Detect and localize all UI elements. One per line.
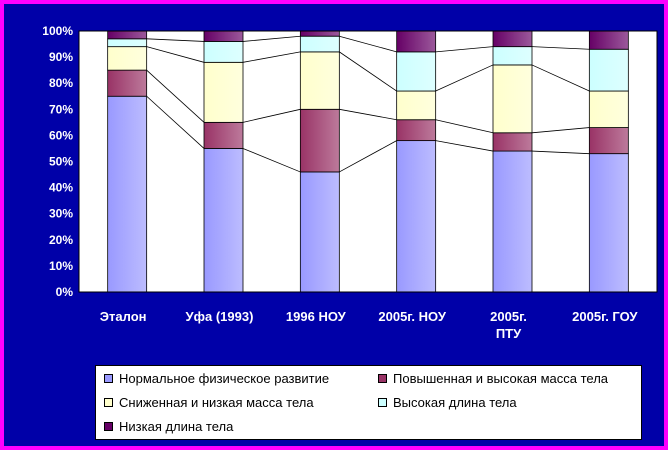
legend-swatch [104,422,113,431]
stacked-bar-chart: 0% 10% 20% 30% 40% 50% 60% 70% 80% 90% 100% Эталон У… [42,24,658,341]
bar-segment [203,41,244,63]
series-line [242,148,301,173]
legend-label: Сниженная и низкая масса тела [119,395,314,410]
bar-segment [203,148,244,293]
bar-segment [588,30,629,50]
y-tick-label: 90% [49,50,73,64]
bar-segment [396,30,437,53]
legend-swatch [378,374,387,383]
series-line [339,140,397,173]
bar-segment [396,51,437,92]
y-tick-label: 40% [49,181,73,195]
series-line [531,46,590,50]
y-tick-label: 20% [49,233,73,247]
legend-swatch [378,398,387,407]
y-tick-label: 30% [49,207,73,221]
legend-item: Нормальное физическое развитие [104,371,329,386]
y-tick-label: 10% [49,259,73,273]
bar-segment [299,30,340,37]
series-line [435,119,494,134]
x-category-label: 2005г. ПТУ [490,309,527,341]
chart-frame: 0% 10% 20% 30% 40% 50% 60% 70% 80% 90% 100% Эталон У… [4,4,664,446]
legend-item: Повышенная и высокая масса тела [378,371,608,386]
series-line [531,64,590,92]
bar-segment [492,150,533,293]
x-category-label: 1996 НОУ [286,309,347,324]
bar-segment [299,171,340,293]
series-line [435,46,494,53]
y-tick-label: 100% [42,24,73,38]
series-line [531,150,590,155]
x-category-label: 2005г. ГОУ [572,309,638,324]
bar-segment [107,95,148,293]
series-line [339,51,397,92]
bar-segment [588,90,629,128]
y-tick-label: 70% [49,102,73,116]
bar-segment [492,64,533,134]
series-line [242,108,301,123]
series-line [146,95,205,149]
bar-segment [492,46,533,66]
legend-label: Низкая длина тела [119,419,234,434]
legend-label: Высокая длина тела [393,395,517,410]
plot-border [78,30,658,293]
plot-area [79,31,657,292]
bar-segment [203,61,244,123]
series-line [531,127,590,134]
series-line [146,69,205,123]
series-line [339,35,397,53]
bar-segment [107,30,148,40]
bar-segment [396,90,437,121]
legend-swatch [104,398,113,407]
bar-segment [588,48,629,92]
x-category-label: Уфа (1993) [186,309,254,324]
bar-segment [107,46,148,71]
bar-segment [107,38,148,48]
legend-item: Сниженная и низкая масса тела [104,395,314,410]
bar-segment [107,69,148,97]
series-line [435,140,494,152]
legend-label: Нормальное физическое развитие [119,371,330,386]
y-tick-label: 80% [49,76,73,90]
x-category-label: 2005г. НОУ [378,309,446,324]
bar-segment [492,132,533,152]
bar-segment [299,35,340,53]
bar-segment [396,140,437,293]
legend-item: Низкая длина тела [104,419,233,434]
bar-segment [588,153,629,293]
x-category-label: Эталон [100,309,147,324]
chart-legend: Нормальное физическое развитие Повышенная… [95,365,642,440]
series-line [242,35,301,42]
y-tick-label: 0% [56,285,74,299]
legend-item: Высокая длина тела [378,395,517,410]
bar-segment [299,51,340,110]
bar-segment [299,108,340,173]
legend-label: Повышенная и высокая масса тела [393,371,609,386]
y-tick-label: 50% [49,155,73,169]
bar-segment [203,30,244,42]
bar-segment [396,119,437,142]
legend-swatch [104,374,113,383]
bar-segment [588,127,629,155]
series-line [146,46,205,63]
series-line [242,51,301,63]
series-line [146,38,205,42]
bar-segment [492,30,533,48]
y-tick-label: 60% [49,128,73,142]
bar-segment [203,121,244,149]
series-line [435,64,494,92]
series-line [339,108,397,121]
